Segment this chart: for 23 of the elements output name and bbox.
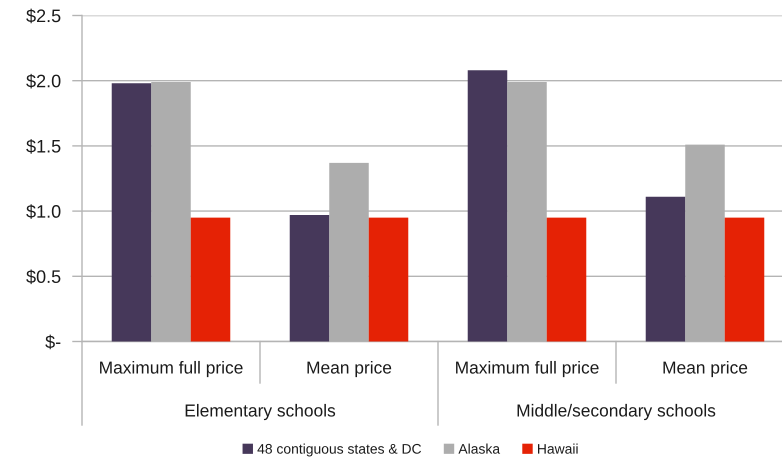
y-tick-label: $2.5 — [26, 8, 60, 24]
legend-label: 48 contiguous states & DC — [257, 444, 422, 456]
x-tick-label: Mean price — [663, 360, 748, 378]
bar — [190, 218, 230, 342]
y-tick-label: $1.5 — [26, 139, 60, 154]
y-tick-label: $2.0 — [26, 74, 60, 88]
y-tick-label: $0.5 — [26, 269, 60, 284]
text: Elementary schools — [186, 404, 336, 420]
y-tick-label: $1.0 — [26, 204, 60, 219]
y-tick-label: $- — [45, 334, 60, 350]
bar — [368, 218, 408, 342]
x-tick-label: Maximum full price — [456, 360, 599, 378]
bar — [546, 218, 586, 342]
x-tick-label: Maximum full price — [100, 360, 243, 378]
bar — [290, 215, 330, 342]
text: Middle/secondary schools — [518, 404, 716, 420]
bar — [112, 83, 152, 342]
x-tick-label: Mean price — [307, 360, 392, 378]
bar — [468, 70, 508, 342]
bar — [724, 218, 764, 342]
legend-label: Hawaii — [538, 444, 578, 454]
bar — [646, 196, 686, 342]
legend-label: Alaska — [458, 444, 500, 454]
